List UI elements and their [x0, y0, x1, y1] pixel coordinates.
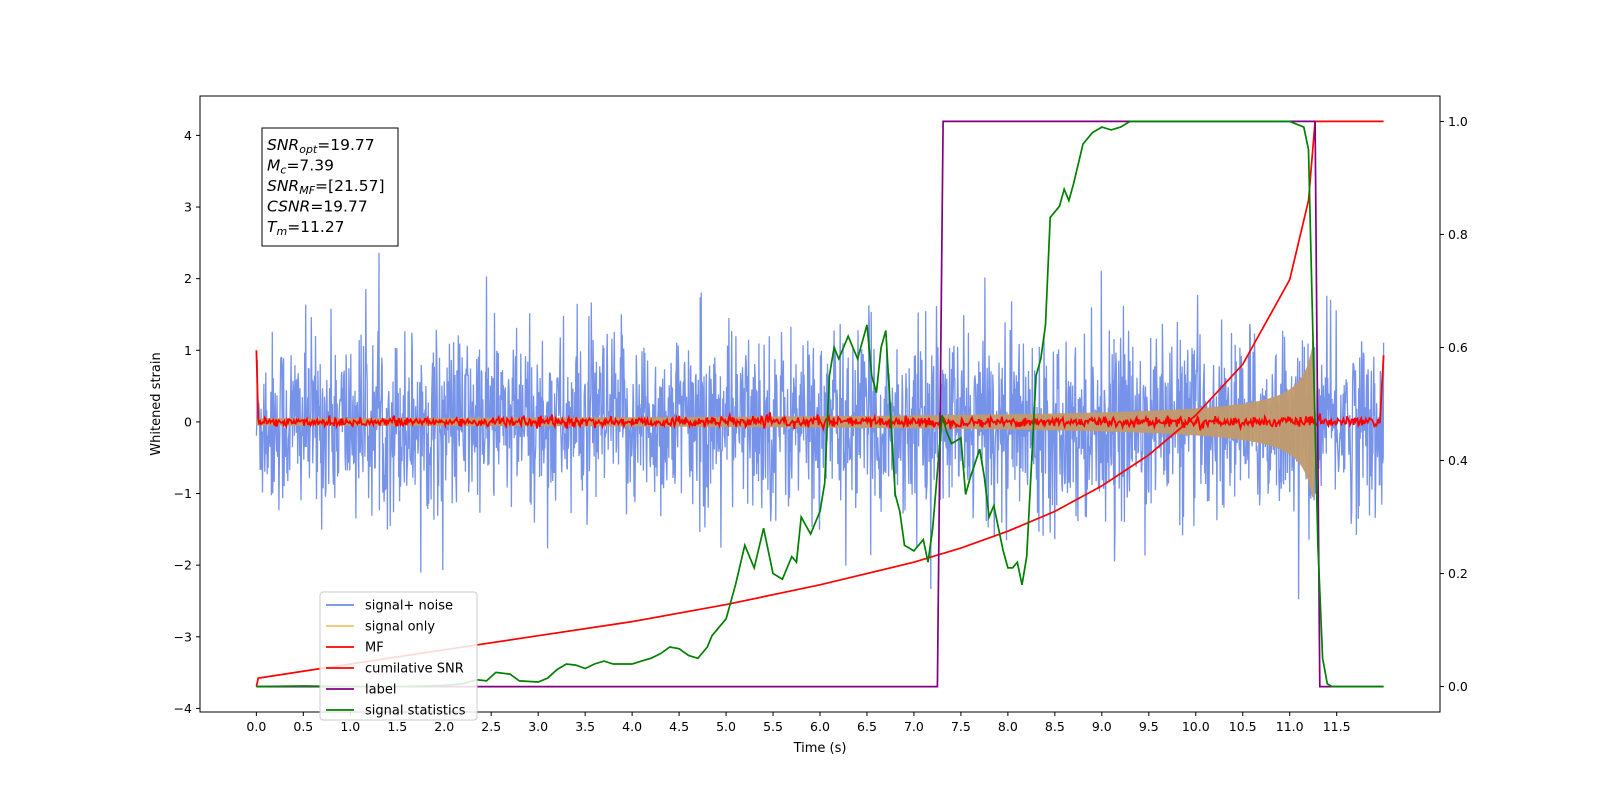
x-tick-label: 1.5: [387, 719, 407, 734]
x-tick-label: 3.5: [575, 719, 595, 734]
x-tick-label: 11.5: [1323, 719, 1351, 734]
legend-label: cumilative SNR: [365, 662, 464, 677]
x-tick-label: 6.0: [810, 719, 830, 734]
right-y-tick-label: 0.0: [1448, 679, 1468, 694]
y-axis-label: Whitened strain: [149, 352, 164, 455]
legend-label: signal only: [365, 620, 435, 635]
x-tick-label: 5.5: [763, 719, 783, 734]
left-y-tick-label: −4: [174, 701, 192, 716]
x-tick-label: 8.0: [998, 719, 1018, 734]
x-tick-label: 10.0: [1182, 719, 1210, 734]
series-signal-statistics: [256, 120, 1384, 688]
left-y-tick-label: 0: [184, 414, 192, 429]
right-y-tick-label: 0.6: [1448, 340, 1468, 355]
series-signal-noise: [255, 252, 1385, 600]
left-y-tick-label: 2: [184, 271, 192, 286]
x-axis-label: Time (s): [793, 741, 847, 756]
series-mf: [255, 350, 1385, 432]
legend-label: MF: [365, 641, 384, 656]
left-y-tick-label: −2: [174, 558, 192, 573]
annotation-frame: [261, 127, 399, 247]
annotation-line: SNRopt=19.77: [267, 136, 375, 156]
annotation-line: Mc=7.39: [267, 157, 334, 177]
left-y-tick-label: 1: [184, 343, 192, 358]
x-tick-label: 4.5: [669, 719, 689, 734]
right-y-axis-ticks: 0.0 0.2 0.4 0.6 0.8 1.0: [1440, 114, 1468, 694]
legend-frame: [319, 591, 478, 721]
right-y-tick-label: 0.4: [1448, 453, 1468, 468]
annotation-line: Tm=11.27: [267, 218, 345, 238]
legend-label: signal+ noise: [365, 599, 453, 614]
x-tick-label: 3.0: [528, 719, 548, 734]
x-tick-label: 7.0: [904, 719, 924, 734]
left-y-tick-label: 4: [184, 128, 192, 143]
right-y-tick-label: 1.0: [1448, 114, 1468, 129]
x-tick-label: 0.0: [246, 719, 266, 734]
x-tick-label: 8.5: [1045, 719, 1065, 734]
x-axis-ticks: 0.0 0.5 1.0 1.5 2.0 2.5 3.0 3.5 4.0 4.5 5.0 5.5 6.0 6…: [246, 712, 1351, 734]
x-tick-label: 7.5: [951, 719, 971, 734]
x-tick-label: 4.0: [622, 719, 642, 734]
legend-label: signal statistics: [365, 704, 466, 719]
x-tick-label: 0.5: [293, 719, 313, 734]
x-tick-label: 10.5: [1229, 719, 1257, 734]
left-y-tick-label: 3: [184, 200, 192, 215]
x-tick-label: 11.0: [1276, 719, 1304, 734]
x-tick-label: 5.0: [716, 719, 736, 734]
right-y-tick-label: 0.8: [1448, 227, 1468, 242]
left-y-axis-ticks: −4 −3 −2 −1 0 1 2 3 4: [174, 128, 200, 716]
x-tick-label: 2.5: [481, 719, 501, 734]
left-y-tick-label: −1: [174, 486, 192, 501]
x-tick-label: 1.0: [340, 719, 360, 734]
x-tick-label: 9.0: [1092, 719, 1112, 734]
annotation-line: SNRMF=[21.57]: [267, 177, 385, 197]
x-tick-label: 6.5: [857, 719, 877, 734]
legend-label: label: [365, 683, 396, 698]
legend: signal+ noise signal only MF cumilative SNR…: [319, 591, 478, 721]
annotation-box: SNRopt=19.77Mc=7.39SNRMF=[21.57]CSNR=19.…: [261, 127, 399, 247]
x-tick-label: 9.5: [1139, 719, 1159, 734]
annotation-line: CSNR=19.77: [267, 198, 368, 216]
x-tick-label: 2.0: [434, 719, 454, 734]
right-y-tick-label: 0.2: [1448, 566, 1468, 581]
left-y-tick-label: −3: [174, 629, 192, 644]
